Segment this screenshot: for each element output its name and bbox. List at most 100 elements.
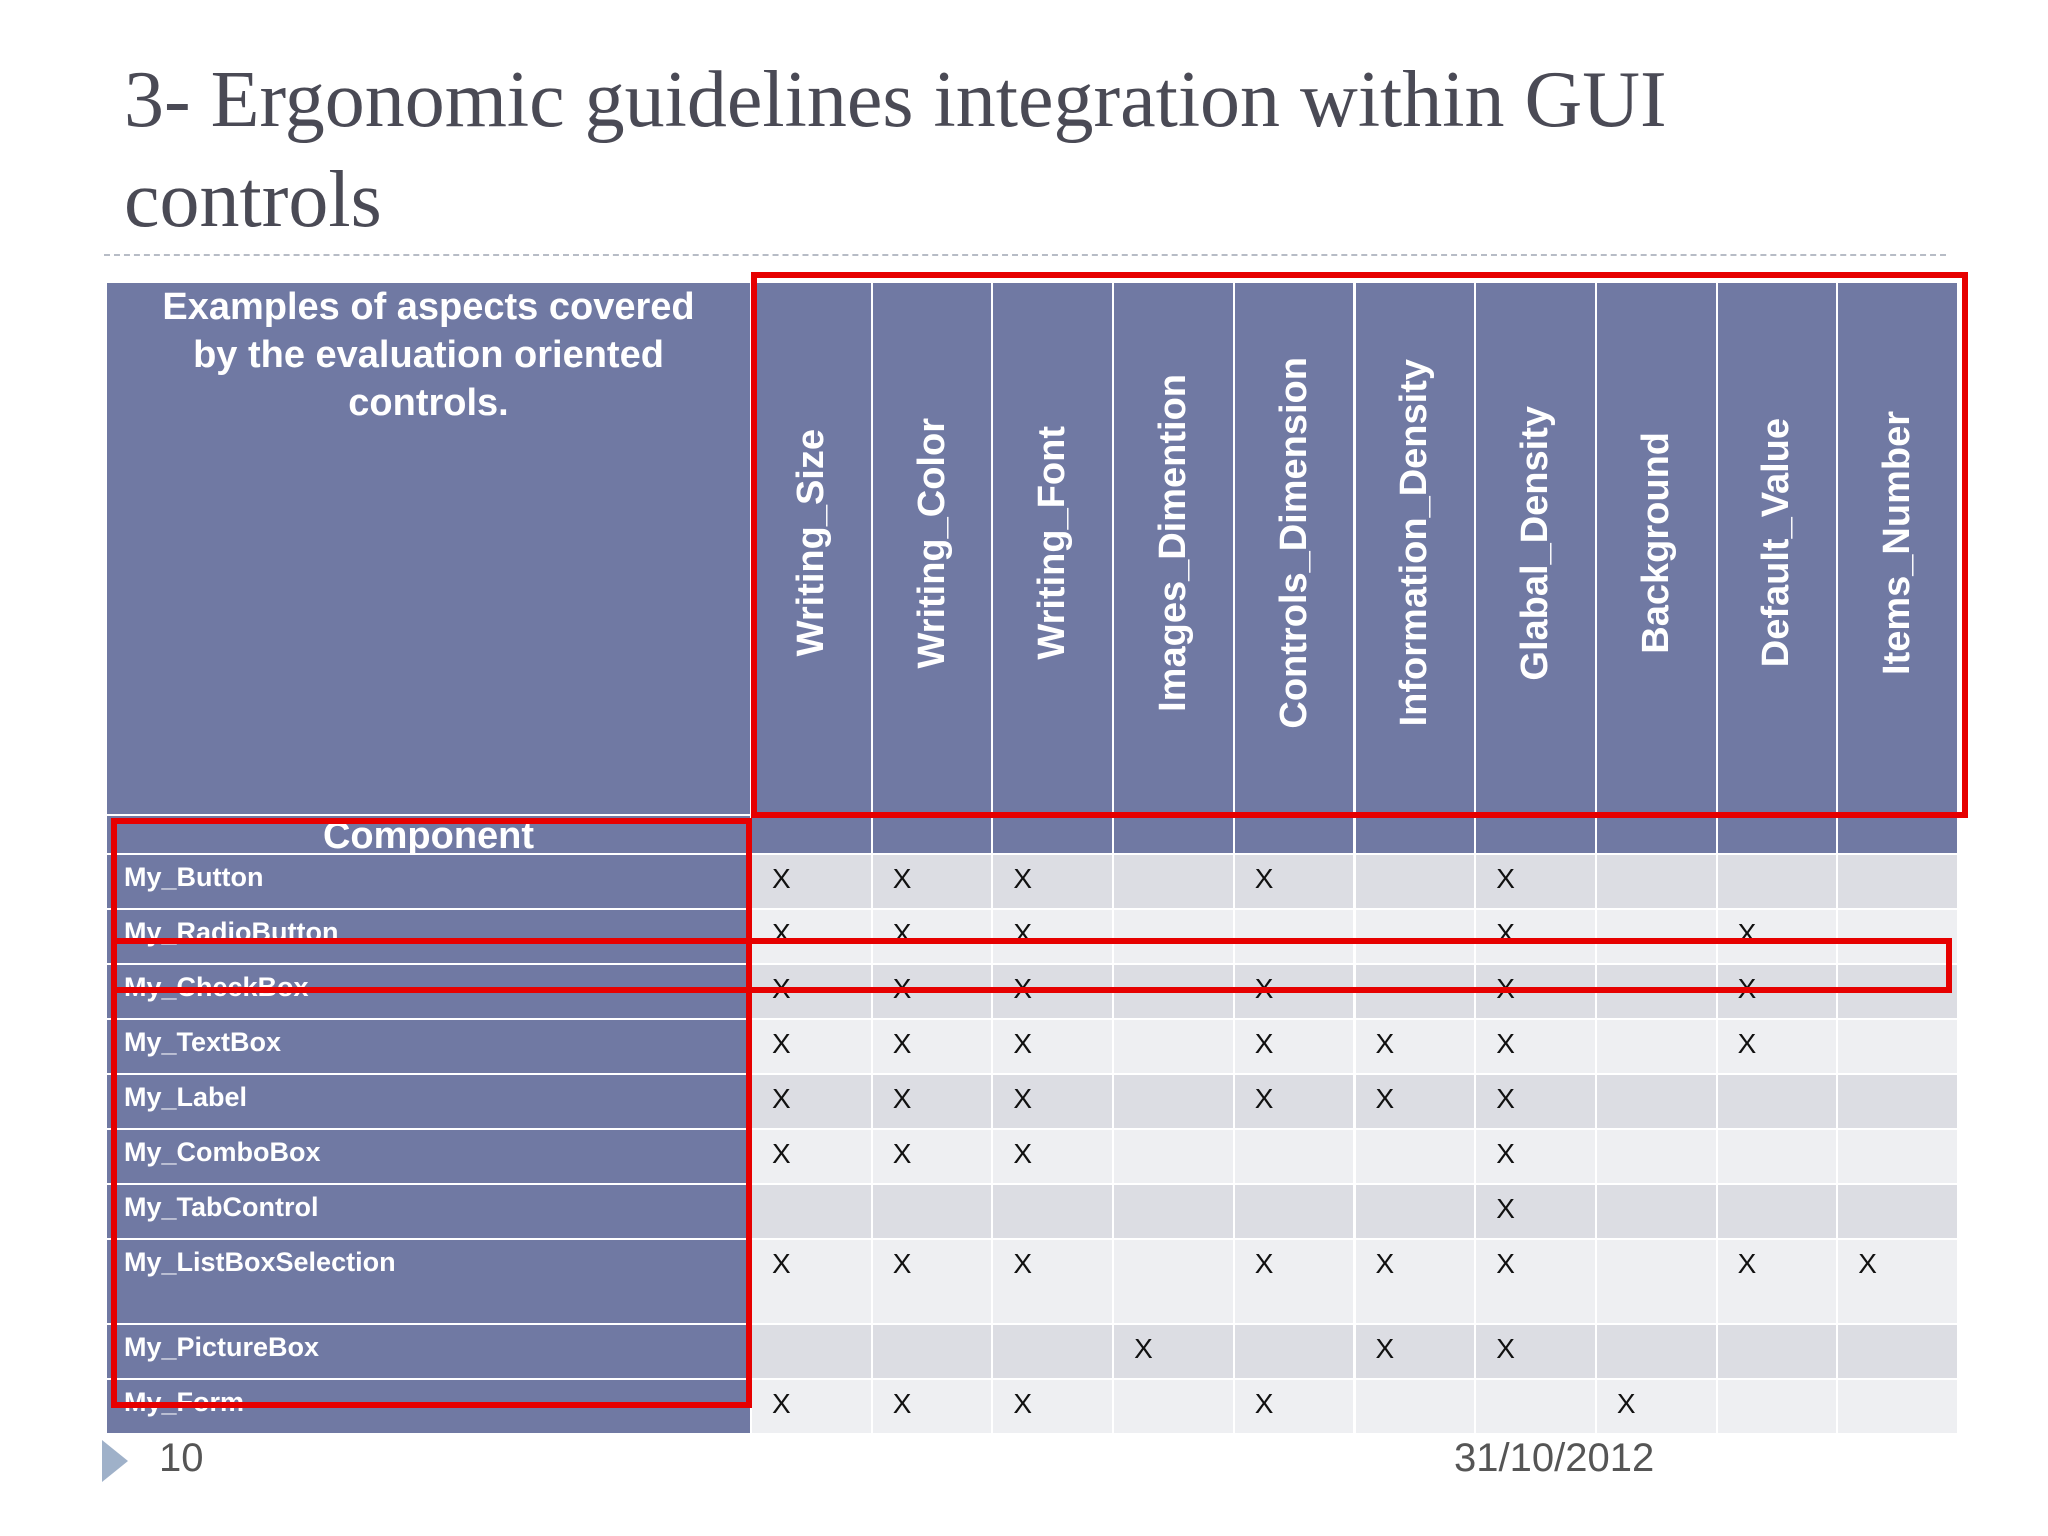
cell: X xyxy=(1717,910,1839,965)
cell-text: X xyxy=(892,1138,912,1169)
highlight-box xyxy=(751,272,1968,818)
row-name: My_TextBox xyxy=(107,1020,752,1075)
cell-text: X xyxy=(1496,1333,1515,1364)
cell: X xyxy=(1717,1020,1839,1075)
cell-text: X xyxy=(772,1388,791,1419)
cell xyxy=(1596,910,1718,965)
cell xyxy=(752,1325,873,1380)
row-name: My_ComboBox xyxy=(107,1130,752,1185)
cell: X xyxy=(752,1380,873,1435)
cell: X xyxy=(752,1130,873,1185)
cell-text: X xyxy=(1375,1083,1395,1114)
column-header: Controls_Dimension xyxy=(1234,283,1356,855)
page-number: 10 xyxy=(159,1436,204,1480)
cell xyxy=(1838,1185,1959,1240)
cell xyxy=(1596,1185,1718,1240)
cell-text: X xyxy=(772,1083,791,1114)
cell xyxy=(1838,1075,1959,1130)
cell: X xyxy=(1234,1380,1356,1435)
divider xyxy=(104,254,1946,256)
column-header: Writing_Color xyxy=(872,283,994,855)
cell: X xyxy=(1717,1240,1839,1325)
cell xyxy=(1596,1075,1718,1130)
cell: X xyxy=(1355,1020,1477,1075)
column-header: Background xyxy=(1596,283,1718,855)
cell xyxy=(1114,1185,1235,1240)
cell xyxy=(1234,910,1356,965)
cell: X xyxy=(752,1240,873,1325)
cell xyxy=(1717,1380,1839,1435)
cell: X xyxy=(872,1380,994,1435)
cell xyxy=(1234,1185,1356,1240)
cell-text: X xyxy=(1254,863,1274,894)
column-header: Glabal_Density xyxy=(1476,283,1597,855)
cell: X xyxy=(872,1020,994,1075)
cell xyxy=(993,1185,1115,1240)
cell-text: X xyxy=(772,863,791,894)
cell-text: X xyxy=(892,1028,912,1059)
cell-text: X xyxy=(1858,1248,1877,1279)
cell-text: X xyxy=(1496,1083,1515,1114)
cell: X xyxy=(993,1020,1115,1075)
bullet-arrow xyxy=(102,1440,128,1482)
row-name-text: My_ListBoxSelection xyxy=(124,1247,396,1277)
cell xyxy=(1838,910,1959,965)
cell xyxy=(1114,855,1235,910)
column-header: Information_Density xyxy=(1355,283,1477,855)
cell xyxy=(1717,1130,1839,1185)
cell xyxy=(872,1325,994,1380)
cell-text: X xyxy=(892,1388,912,1419)
highlight-box xyxy=(111,938,1952,993)
cell xyxy=(993,1325,1115,1380)
cell xyxy=(752,1185,873,1240)
cell-text: X xyxy=(1254,1028,1274,1059)
cell xyxy=(1355,855,1477,910)
cell: X xyxy=(752,855,873,910)
row-name-text: My_Button xyxy=(124,862,264,892)
cell-text: X xyxy=(1375,1028,1395,1059)
cell xyxy=(1838,855,1959,910)
cell-text: X xyxy=(1375,1248,1395,1279)
cell: X xyxy=(1355,1325,1477,1380)
cell xyxy=(1596,1325,1718,1380)
cell: X xyxy=(1476,1185,1597,1240)
cell xyxy=(1355,1130,1477,1185)
row-name-text: My_ComboBox xyxy=(124,1137,321,1167)
slide-title: 3- Ergonomic guidelines integration with… xyxy=(124,56,1667,244)
cell: X xyxy=(1234,1020,1356,1075)
cell xyxy=(1114,1020,1235,1075)
cell-text: X xyxy=(1737,1248,1757,1279)
cell: X xyxy=(1114,1325,1235,1380)
cell xyxy=(1596,1240,1718,1325)
row-name: My_Button xyxy=(107,855,752,910)
cell: X xyxy=(993,1075,1115,1130)
cell: X xyxy=(1476,1130,1597,1185)
cell: X xyxy=(872,855,994,910)
row-name-text: My_TextBox xyxy=(124,1027,282,1057)
row-name: My_RadioButton xyxy=(107,910,752,965)
cell xyxy=(1114,1240,1235,1325)
cell: X xyxy=(993,855,1115,910)
row-name: My_ListBoxSelection xyxy=(107,1240,752,1325)
cell xyxy=(1838,1020,1959,1075)
cell: X xyxy=(1234,1240,1356,1325)
cell-text: X xyxy=(772,1248,791,1279)
cell: X xyxy=(993,1380,1115,1435)
row-name-text: My_TabControl xyxy=(124,1192,319,1222)
cell xyxy=(1838,1130,1959,1185)
column-header: Items_Number xyxy=(1838,283,1959,855)
cell-text: X xyxy=(1496,1193,1515,1224)
row-name-text: My_PictureBox xyxy=(124,1332,320,1362)
cell-text: X xyxy=(772,1138,791,1169)
cell-text: X xyxy=(1616,1388,1636,1419)
cell: X xyxy=(752,1020,873,1075)
cell-text: X xyxy=(1134,1333,1153,1364)
cell-text: X xyxy=(1496,863,1515,894)
cell: X xyxy=(872,1075,994,1130)
cell xyxy=(1596,1130,1718,1185)
column-header: Images_Dimention xyxy=(1114,283,1235,855)
cell: X xyxy=(993,1240,1115,1325)
cell: X xyxy=(872,910,994,965)
cell-text: X xyxy=(1496,1248,1515,1279)
